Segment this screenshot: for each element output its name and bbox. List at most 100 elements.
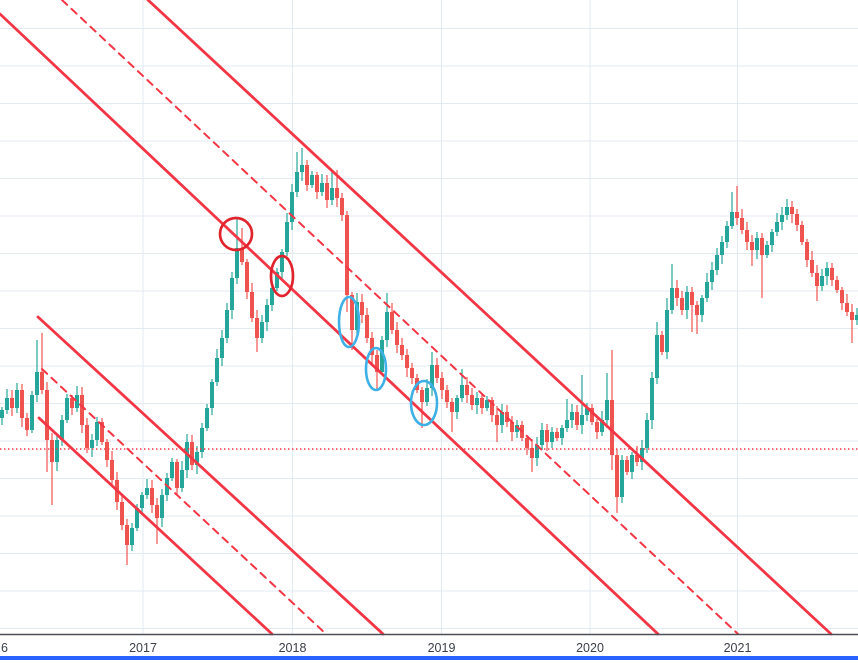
candle [775, 213, 779, 236]
blue-ellipse-annotation-1[interactable] [337, 295, 361, 349]
candle-body [70, 398, 74, 408]
candle [695, 301, 699, 334]
axis-label-2017[interactable]: 2017 [129, 641, 157, 655]
candle-body [320, 183, 324, 192]
axis-label-2020[interactable]: 2020 [576, 641, 604, 655]
blue-ellipse-annotation-2[interactable] [364, 346, 388, 392]
candle-body [570, 412, 574, 420]
candle [425, 379, 429, 406]
candle [605, 373, 609, 428]
candle [445, 385, 449, 408]
candle [500, 404, 504, 433]
candle-body [50, 440, 54, 462]
candle-body [480, 398, 484, 408]
candle-body [845, 303, 849, 312]
candle-body [700, 298, 704, 315]
candle-body [475, 398, 479, 405]
candle-body [810, 260, 814, 273]
candle-body [335, 188, 339, 198]
candle [650, 372, 654, 429]
candle-body [630, 455, 634, 472]
candle-body [550, 432, 554, 442]
axis-label-2018[interactable]: 2018 [279, 641, 307, 655]
candle-body [685, 292, 689, 310]
candle [765, 241, 769, 258]
candle-body [695, 305, 699, 315]
candle [0, 407, 4, 425]
red-ellipse-annotation-1[interactable] [218, 216, 254, 252]
blue-ellipse-annotation-3[interactable] [409, 379, 439, 427]
candle [820, 269, 824, 291]
candle-body [785, 207, 789, 215]
candle [785, 199, 789, 220]
candle-body [325, 183, 329, 200]
candle [665, 298, 669, 359]
candle [495, 406, 499, 442]
candle-body [310, 175, 314, 185]
candle-body [745, 230, 749, 242]
candle-body [405, 355, 409, 368]
candle-body [580, 415, 584, 425]
candle-body [105, 442, 109, 460]
candle-body [470, 395, 474, 405]
candle [535, 437, 539, 466]
candle [240, 228, 244, 265]
candle [835, 276, 839, 293]
trend-line-channel-1-lower[interactable] [0, 12, 660, 636]
candle-body [805, 242, 809, 260]
candle-body [40, 372, 44, 390]
candle [725, 221, 729, 248]
candle-body [125, 525, 129, 545]
candle [275, 268, 279, 291]
candle [595, 419, 599, 439]
trend-line-channel-2-lower[interactable] [37, 416, 274, 636]
candle-body [645, 420, 649, 448]
candle [395, 322, 399, 353]
candle [210, 379, 214, 415]
trend-line-channel-1-upper[interactable] [146, 0, 833, 636]
candle-body [705, 282, 709, 298]
candle-body [840, 290, 844, 303]
candle-body [75, 395, 79, 408]
candle-body [795, 214, 799, 225]
red-ellipse-annotation-2[interactable] [269, 254, 295, 298]
candle-body [245, 262, 249, 292]
candle [730, 192, 734, 229]
trend-line-channel-2-upper[interactable] [36, 315, 385, 636]
candle [310, 171, 314, 188]
trend-line-channel-2-median[interactable] [41, 368, 327, 635]
candle [505, 405, 509, 427]
candle [250, 283, 254, 322]
candle-body [680, 298, 684, 310]
candle-body [720, 242, 724, 255]
candle [320, 174, 324, 196]
candle-body [170, 462, 174, 478]
candle-body [90, 440, 94, 448]
candle [280, 249, 284, 279]
candle-body [295, 172, 299, 192]
candle-body [430, 365, 434, 388]
candle-body [445, 390, 449, 402]
candle-body [395, 330, 399, 345]
trend-line-channel-1-median[interactable] [61, 0, 739, 635]
axis-label-6[interactable]: 6 [1, 641, 8, 655]
candle [225, 303, 229, 343]
candle-body [215, 358, 219, 382]
candle [845, 294, 849, 316]
candle [110, 451, 114, 484]
candle-body [800, 225, 804, 242]
candle-body [530, 448, 534, 458]
candle-body [30, 395, 34, 430]
candle [700, 295, 704, 322]
axis-label-2021[interactable]: 2021 [724, 641, 752, 655]
axis-label-2019[interactable]: 2019 [428, 641, 456, 655]
candle-body [465, 385, 469, 395]
candle-body [515, 425, 519, 432]
candle [330, 172, 334, 205]
candle [640, 440, 644, 470]
candle-body [305, 165, 309, 185]
candle [515, 420, 519, 438]
candle-body [760, 238, 764, 255]
